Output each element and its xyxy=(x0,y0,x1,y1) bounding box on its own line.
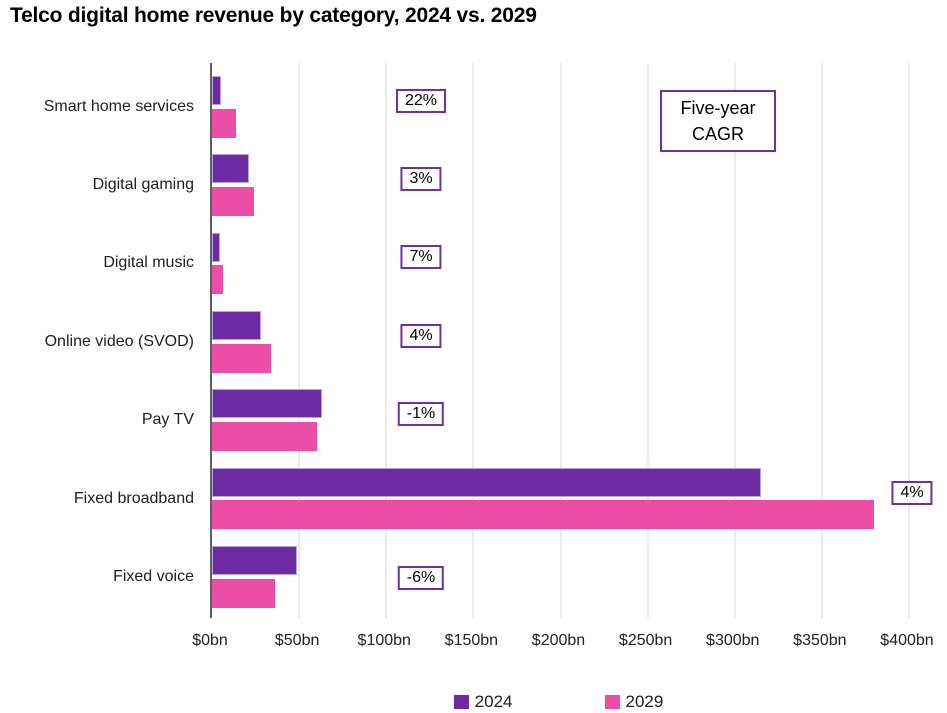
legend-swatch-2029 xyxy=(604,695,620,709)
bar-2024-smart-home-services xyxy=(212,76,221,105)
category-label-digital-music: Digital music xyxy=(103,254,194,272)
gridline-250bn xyxy=(646,63,649,618)
x-tick-250bn: $250bn xyxy=(618,632,673,649)
legend-item-2024: 2024 xyxy=(453,692,513,712)
gridline-150bn xyxy=(472,63,475,618)
gridline-300bn xyxy=(733,63,736,618)
x-tick-50bn: $50bn xyxy=(274,632,320,649)
legend: 2024 2029 xyxy=(210,692,907,712)
cagr-label-fixed-voice: -6% xyxy=(397,565,445,590)
bar-2024-online-video-svod xyxy=(212,311,261,341)
legend-swatch-2024 xyxy=(453,695,469,709)
bar-2029-digital-gaming xyxy=(212,186,254,216)
gridline-350bn xyxy=(820,63,823,618)
gridline-100bn xyxy=(385,63,388,618)
x-tick-0bn: $0bn xyxy=(192,632,228,649)
bar-2029-pay-tv xyxy=(212,421,317,451)
gridline-50bn xyxy=(298,63,301,618)
gridline-200bn xyxy=(559,63,562,618)
bar-2024-fixed-voice xyxy=(212,546,298,576)
x-tick-400bn: $400bn xyxy=(880,632,934,649)
x-axis: $0bn $50bn $100bn $150bn $200bn $250bn $300bn $… xyxy=(192,632,933,652)
bar-2029-smart-home-services xyxy=(212,108,237,138)
category-axis: Smart home services Digital gaming Digital… xyxy=(0,63,202,618)
cagr-note-box: Five-year CAGR xyxy=(660,90,776,153)
cagr-label-digital-gaming: 3% xyxy=(400,167,442,192)
x-tick-350bn: $350bn xyxy=(793,632,847,649)
category-label-online-video-svod: Online video (SVOD) xyxy=(44,332,194,350)
bar-2029-online-video-svod xyxy=(212,343,272,373)
cagr-note-line2: CAGR xyxy=(691,124,744,145)
category-label-pay-tv: Pay TV xyxy=(141,411,194,429)
bar-2024-digital-gaming xyxy=(212,154,249,184)
legend-label-2029: 2029 xyxy=(625,692,664,711)
category-label-digital-gaming: Digital gaming xyxy=(92,176,194,194)
gridline-400bn xyxy=(908,63,910,618)
cagr-label-pay-tv: -1% xyxy=(397,402,445,427)
x-tick-100bn: $100bn xyxy=(357,632,411,649)
category-label-fixed-voice: Fixed voice xyxy=(113,567,194,585)
bar-2024-pay-tv xyxy=(212,389,322,419)
x-tick-300bn: $300bn xyxy=(706,632,760,649)
cagr-label-fixed-broadband: 4% xyxy=(891,480,933,505)
cagr-note-line1: Five-year xyxy=(680,98,756,118)
x-tick-200bn: $200bn xyxy=(531,632,586,649)
bar-2029-fixed-voice xyxy=(212,578,275,608)
x-tick-150bn: $150bn xyxy=(444,632,499,649)
cagr-label-online-video-svod: 4% xyxy=(400,323,442,348)
legend-label-2024: 2024 xyxy=(474,692,513,711)
plot-area xyxy=(210,63,910,618)
cagr-label-digital-music: 7% xyxy=(400,245,442,270)
chart-title: Telco digital home revenue by category, … xyxy=(10,4,537,27)
category-label-smart-home-services: Smart home services xyxy=(43,97,194,115)
bar-2029-digital-music xyxy=(212,265,223,295)
bar-2029-fixed-broadband xyxy=(212,500,875,530)
cagr-label-smart-home-services: 22% xyxy=(395,88,447,113)
legend-item-2029: 2029 xyxy=(604,692,664,712)
bar-2024-digital-music xyxy=(212,232,220,262)
bar-2024-fixed-broadband xyxy=(212,467,761,497)
category-label-fixed-broadband: Fixed broadband xyxy=(73,489,194,507)
